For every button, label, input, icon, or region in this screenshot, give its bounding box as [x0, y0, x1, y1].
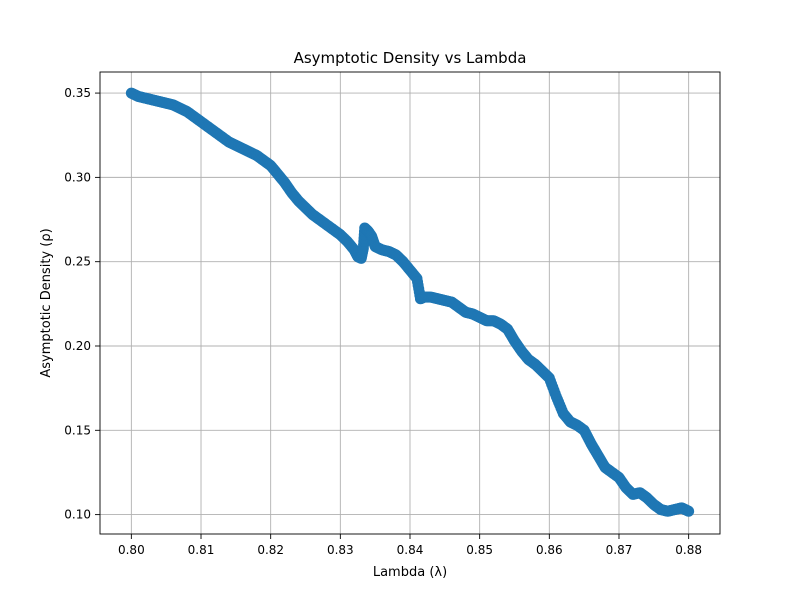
- y-tick-label: 0.25: [64, 255, 91, 269]
- x-tick-label: 0.88: [675, 543, 702, 557]
- data-points: [125, 87, 695, 517]
- y-tick-label: 0.35: [64, 86, 91, 100]
- x-tick-label: 0.80: [118, 543, 145, 557]
- x-tick-label: 0.87: [606, 543, 633, 557]
- x-tick-label: 0.86: [536, 543, 563, 557]
- y-tick-label: 0.15: [64, 423, 91, 437]
- x-tick-label: 0.83: [327, 543, 354, 557]
- y-tick-label: 0.10: [64, 508, 91, 522]
- x-axis-label: Lambda (λ): [373, 565, 447, 580]
- y-axis-label: Asymptotic Density (ρ): [39, 228, 54, 377]
- x-tick-label: 0.81: [188, 543, 215, 557]
- axis-ticks: 0.80 0.81 0.82 0.83 0.84 0.85 0.86 0.87 0.88 0.10…: [64, 86, 702, 557]
- grid: [100, 72, 720, 534]
- x-tick-label: 0.85: [466, 543, 493, 557]
- x-tick-label: 0.82: [257, 543, 284, 557]
- chart-title: Asymptotic Density vs Lambda: [294, 49, 527, 67]
- data-point: [683, 505, 695, 517]
- x-tick-label: 0.84: [397, 543, 424, 557]
- y-tick-label: 0.20: [64, 339, 91, 353]
- y-tick-label: 0.30: [64, 170, 91, 184]
